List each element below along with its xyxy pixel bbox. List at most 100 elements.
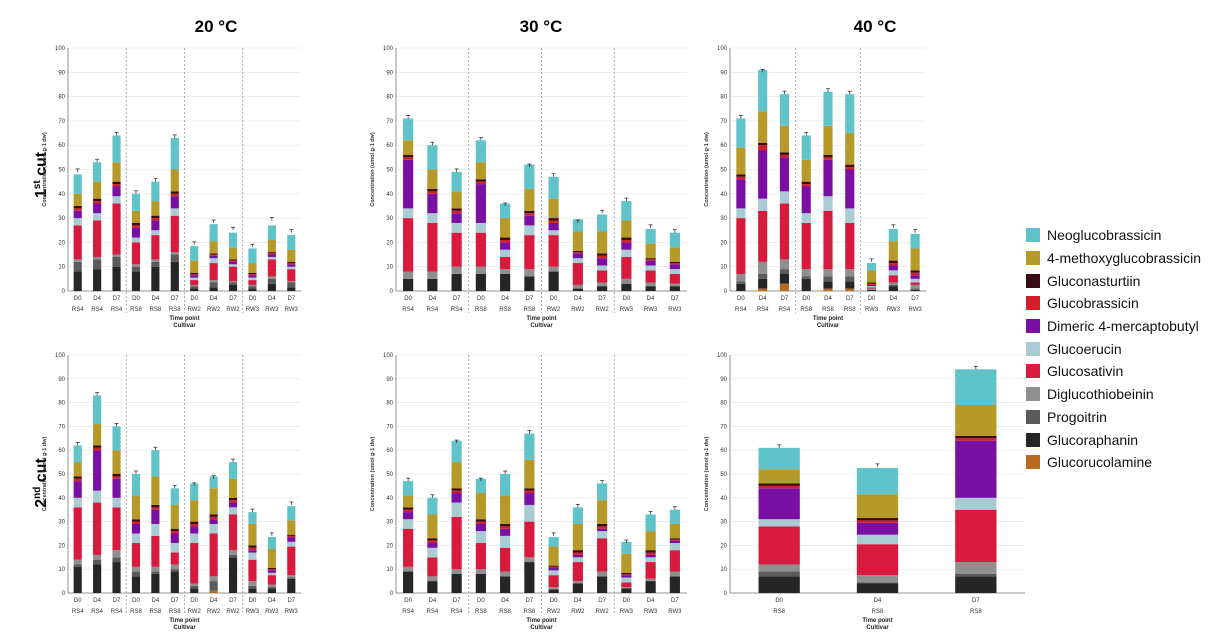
bar-segment: [112, 450, 121, 474]
x-tick-label: D4: [501, 598, 509, 604]
bar-segment: [73, 225, 82, 260]
bar-segment: [209, 514, 218, 517]
bar-segment: [209, 523, 218, 534]
bar-segment: [287, 235, 296, 250]
bar-segment: [758, 488, 800, 520]
bar-segment: [475, 519, 486, 522]
bar-segment: [93, 559, 102, 565]
bar-segment: [170, 191, 179, 194]
bar-segment: [228, 478, 238, 498]
x-tick-label: D0: [74, 598, 82, 604]
cultivar-label: RS8: [524, 307, 536, 313]
bar-segment: [779, 283, 790, 291]
bar-segment: [621, 237, 632, 240]
x-tick-label: D4: [268, 598, 276, 604]
bar-segment: [73, 193, 82, 206]
y-tick-label: 80: [386, 401, 393, 407]
bar-segment: [779, 157, 790, 192]
bar-segment: [866, 289, 877, 291]
y-tick-label: 70: [720, 119, 727, 125]
x-axis-label-2: Cultivar: [817, 323, 840, 329]
bar-segment: [823, 269, 833, 277]
bar-segment: [524, 215, 535, 226]
legend-item: Glucosativin: [1026, 360, 1218, 383]
bar-segment: [500, 237, 511, 240]
cultivar-label: RS8: [499, 609, 511, 615]
bar-segment: [572, 253, 583, 259]
bar-segment: [112, 181, 121, 185]
bar-segment: [170, 254, 179, 262]
bar-segment: [451, 191, 462, 209]
bar-segment: [131, 495, 141, 520]
legend-item: Diglucothiobeinin: [1026, 383, 1218, 406]
bar-segment: [845, 208, 855, 223]
bar-segment: [524, 562, 535, 593]
y-tick-label: 90: [386, 70, 393, 76]
bar-segment: [170, 504, 179, 529]
x-tick-label: D0: [190, 296, 198, 302]
bar-segment: [427, 271, 438, 279]
bar-segment: [475, 184, 486, 223]
bar-segment: [131, 193, 141, 211]
bar-segment: [267, 584, 276, 588]
bar-segment: [866, 288, 877, 290]
legend-item: Glucoerucin: [1026, 337, 1218, 360]
bar-segment: [248, 272, 257, 274]
bar-segment: [73, 259, 82, 262]
legend-item: Glucorucolamine: [1026, 451, 1218, 474]
bar-segment: [524, 269, 535, 277]
bar-segment: [112, 162, 121, 182]
y-tick-label: 60: [386, 448, 393, 454]
bar-segment: [287, 520, 296, 535]
bar-segment: [93, 424, 102, 446]
legend-swatch: [1026, 319, 1040, 334]
bar-segment: [209, 519, 218, 524]
x-tick-label: D0: [477, 598, 485, 604]
bar-segment: [190, 526, 199, 534]
bar-segment: [151, 266, 160, 291]
cultivar-label: RW2: [188, 307, 202, 313]
bar-segment: [597, 258, 608, 266]
bar-segment: [475, 181, 486, 185]
bar-segment: [866, 282, 877, 284]
x-tick-label: D7: [526, 296, 534, 302]
x-tick-label: D0: [550, 598, 558, 604]
bar-segment: [228, 266, 238, 282]
bar-segment: [267, 588, 276, 593]
bar-segment: [267, 568, 276, 570]
bar-segment: [524, 164, 535, 189]
bar-segment: [151, 201, 160, 216]
bar-segment: [500, 249, 511, 257]
x-tick-label: D7: [287, 598, 295, 604]
bar-segment: [524, 225, 535, 236]
bar-segment: [669, 273, 680, 284]
bar-segment: [73, 497, 82, 508]
bar-segment: [170, 137, 179, 170]
bar-segment: [190, 533, 199, 544]
bar-segment: [910, 284, 920, 289]
bar-segment: [645, 282, 656, 287]
bar-segment: [548, 566, 559, 569]
bar-segment: [621, 541, 632, 554]
x-tick-label: D4: [647, 598, 655, 604]
cultivar-label: RS4: [779, 307, 791, 313]
bar-segment: [151, 571, 160, 574]
legend-swatch: [1026, 251, 1040, 266]
bar-segment: [572, 288, 583, 291]
bar-segment: [170, 564, 179, 570]
bar-segment: [669, 550, 680, 572]
row-label-1-num: 1: [33, 189, 50, 198]
bar-segment: [548, 220, 559, 223]
bar-segment: [866, 283, 877, 285]
row-label-2-num: 2: [33, 499, 50, 508]
bar-segment: [112, 186, 121, 197]
bar-segment: [131, 474, 141, 496]
x-tick-label: D7: [671, 598, 679, 604]
x-tick-label: D4: [429, 598, 437, 604]
bar-segment: [403, 507, 414, 510]
bar-segment: [597, 526, 608, 529]
bar-segment: [228, 507, 238, 515]
bar-segment: [475, 521, 486, 524]
bar-segment: [823, 281, 833, 289]
y-tick-label: 70: [720, 424, 727, 430]
